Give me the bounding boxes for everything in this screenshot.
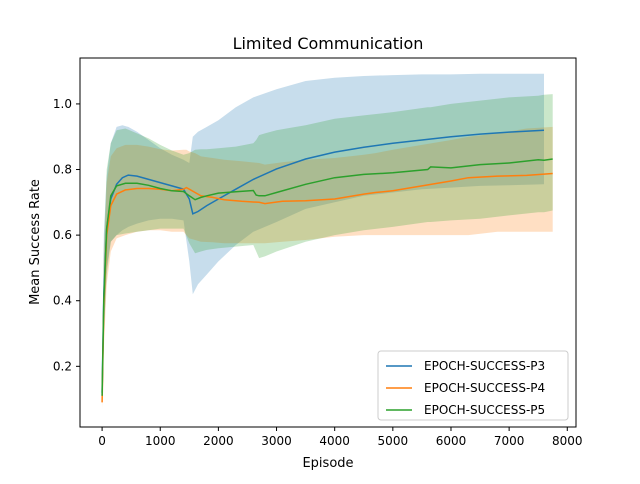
x-axis-label: Episode — [302, 456, 353, 471]
x-tick-label: 1000 — [145, 434, 176, 448]
y-tick-label: 0.4 — [53, 294, 72, 308]
legend: EPOCH-SUCCESS-P3 EPOCH-SUCCESS-P4 EPOCH-SU… — [377, 350, 569, 421]
x-tick-label: 2000 — [203, 434, 234, 448]
x-tick-label: 0 — [98, 434, 106, 448]
chart-title: Limited Communication — [233, 34, 424, 53]
legend-label-1: EPOCH-SUCCESS-P4 — [424, 381, 545, 395]
x-tick-label: 5000 — [378, 434, 409, 448]
y-tick-label: 0.6 — [53, 228, 72, 242]
y-axis-ticks: 0.2 0.4 0.6 0.8 1.0 — [53, 97, 80, 373]
x-tick-label: 7000 — [494, 434, 525, 448]
y-axis-label: Mean Success Rate — [28, 179, 43, 305]
band-series-0 — [102, 73, 544, 400]
x-tick-label: 6000 — [436, 434, 467, 448]
x-tick-label: 4000 — [319, 434, 350, 448]
x-axis-ticks: 0 1000 2000 3000 4000 5000 6000 7000 8000 — [98, 427, 583, 448]
x-tick-label: 8000 — [552, 434, 583, 448]
y-tick-label: 0.8 — [53, 163, 72, 177]
x-tick-label: 3000 — [261, 434, 292, 448]
line-series-1 — [101, 172, 553, 403]
series-lines — [101, 129, 553, 403]
y-tick-label: 1.0 — [53, 97, 72, 111]
band-series-2 — [102, 94, 553, 403]
legend-box — [377, 350, 569, 421]
line-series-0 — [101, 129, 545, 393]
plot-frame — [79, 57, 577, 428]
legend-label-2: EPOCH-SUCCESS-P5 — [424, 403, 545, 417]
legend-label-0: EPOCH-SUCCESS-P3 — [424, 359, 545, 373]
line-series-2 — [101, 158, 553, 396]
y-tick-label: 0.2 — [53, 359, 72, 373]
